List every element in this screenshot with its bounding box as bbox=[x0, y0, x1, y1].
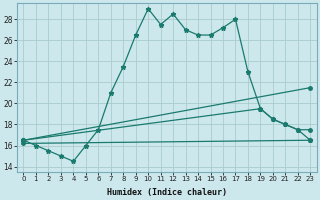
X-axis label: Humidex (Indice chaleur): Humidex (Indice chaleur) bbox=[107, 188, 227, 197]
